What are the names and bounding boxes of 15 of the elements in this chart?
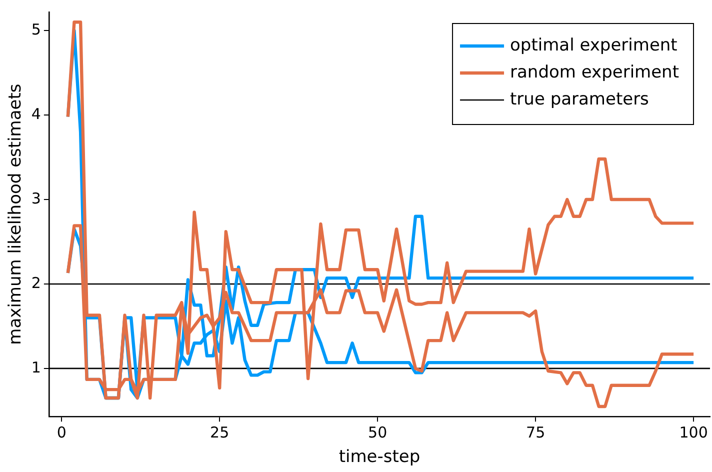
x-tick-label: 0 bbox=[56, 423, 66, 442]
y-tick-label: 3 bbox=[31, 189, 41, 208]
x-tick-label: 75 bbox=[526, 423, 546, 442]
x-tick-label: 100 bbox=[679, 423, 708, 442]
x-axis-title: time-step bbox=[338, 447, 420, 468]
x-tick-label: 25 bbox=[210, 423, 230, 442]
legend-label: random experiment bbox=[510, 62, 680, 82]
legend-label: optimal experiment bbox=[510, 35, 678, 56]
y-axis-title: maximum likelihood estimaets bbox=[6, 84, 26, 345]
y-tick-label: 4 bbox=[31, 104, 41, 123]
y-tick-label: 2 bbox=[31, 274, 41, 292]
y-tick-label: 5 bbox=[31, 20, 41, 38]
legend-label: true parameters bbox=[510, 89, 650, 110]
y-tick-label: 1 bbox=[31, 358, 41, 376]
x-tick-label: 50 bbox=[368, 423, 388, 442]
